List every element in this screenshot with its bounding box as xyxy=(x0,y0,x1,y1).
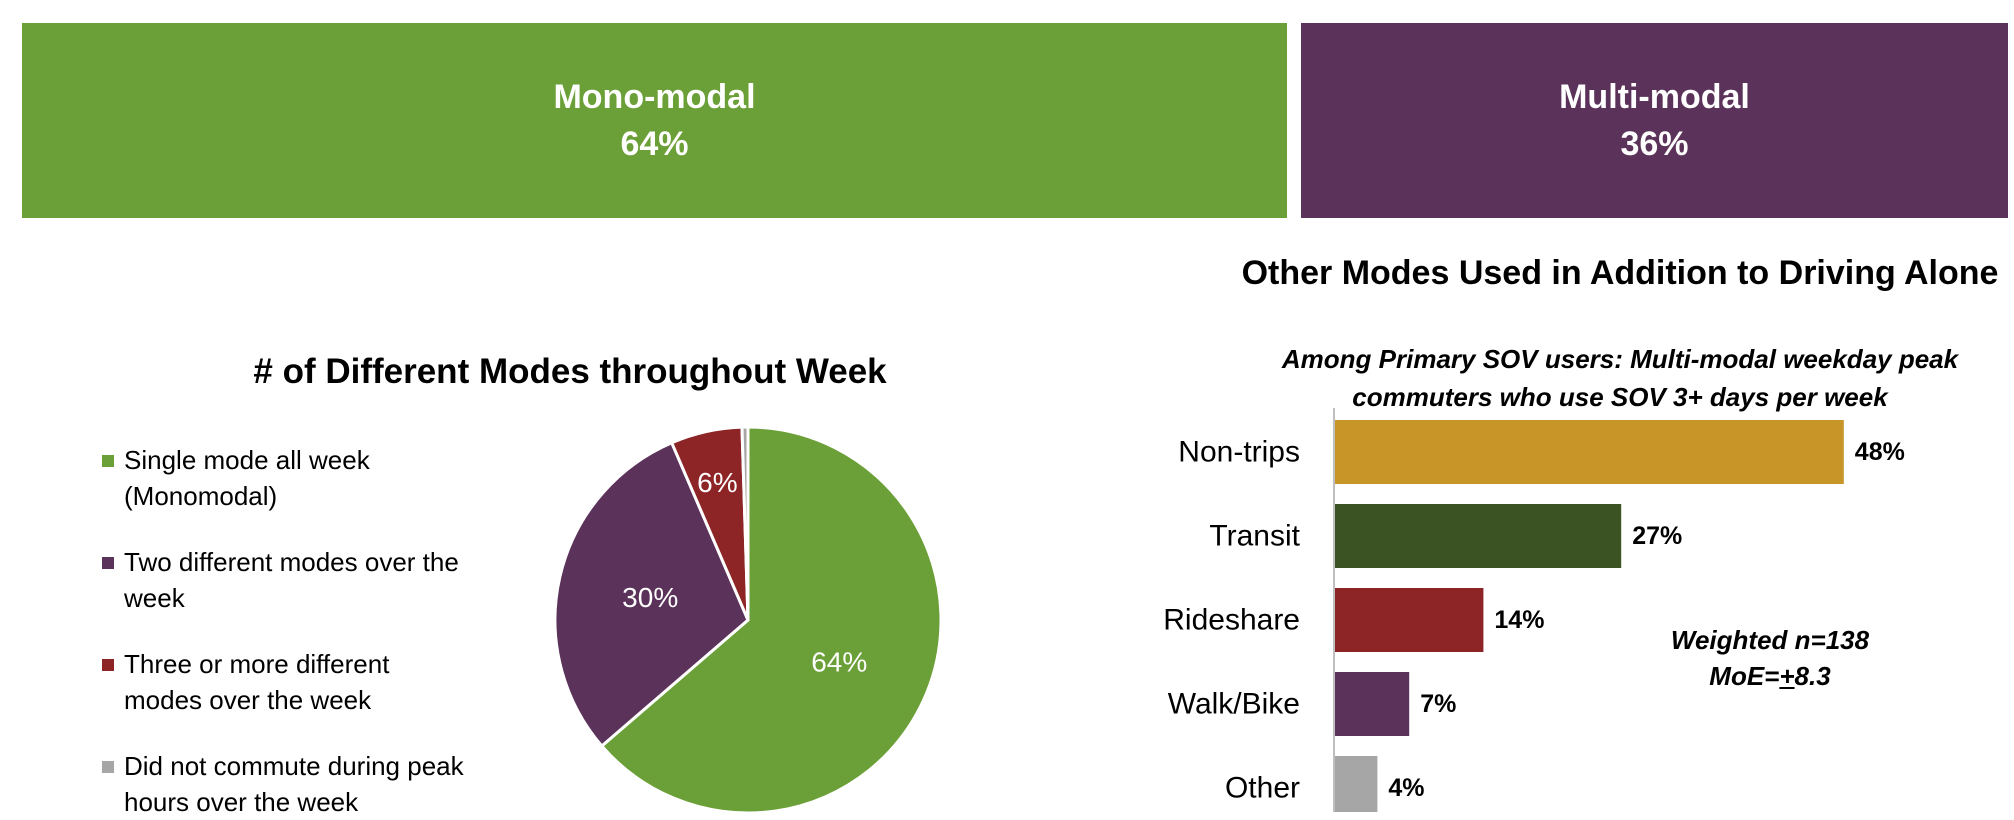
bar-value-label-0: 48% xyxy=(1855,438,1905,466)
pie-slice-1 xyxy=(553,440,750,749)
sample-size-text: Weighted n=138 xyxy=(1670,625,1870,655)
bar-value-label-1: 27% xyxy=(1632,522,1682,550)
legend-swatch-0 xyxy=(102,455,114,467)
margin-of-error-text: MoE=+8.3 xyxy=(1709,661,1831,691)
mono-modal-label: Mono-modal xyxy=(553,77,756,116)
legend-swatch-3 xyxy=(102,761,114,773)
pie-slice-label-1: 30% xyxy=(622,582,678,613)
bar-value-label-2: 14% xyxy=(1494,606,1544,634)
bar-category-label-0: Non-trips xyxy=(1178,436,1300,469)
bar-category-label-3: Walk/Bike xyxy=(1168,688,1300,721)
legend-label-3: Did not commute during peak hours over t… xyxy=(124,751,464,817)
pie-slice-3 xyxy=(740,425,750,621)
bar-0 xyxy=(1335,420,1844,484)
legend-swatch-2 xyxy=(102,659,114,671)
mono-modal-value: 64% xyxy=(620,124,689,163)
bar-1 xyxy=(1335,504,1622,568)
bar-chart: Non-trips 48% Transit 27% Rideshare 14% Walk/B… xyxy=(1163,408,1905,812)
mono-modal-banner: Mono-modal 64% xyxy=(22,23,1287,218)
pie-slice-label-2: 6% xyxy=(697,467,737,498)
bar-chart-title: Other Modes Used in Addition to Driving … xyxy=(1241,254,1999,292)
pie-chart: 64% 30% 6% xyxy=(553,425,943,812)
pie-chart-title: # of Different Modes throughout Week xyxy=(253,352,887,391)
bar-category-label-2: Rideshare xyxy=(1163,604,1300,637)
multi-modal-value: 36% xyxy=(1620,124,1689,163)
bar-value-label-3: 7% xyxy=(1420,690,1456,718)
legend-label-0: Single mode all week (Monomodal) xyxy=(124,445,370,511)
bar-2 xyxy=(1335,588,1484,652)
bar-3 xyxy=(1335,672,1410,736)
bar-value-label-4: 4% xyxy=(1388,774,1424,802)
legend-label-2: Three or more different modes over the w… xyxy=(124,649,390,715)
bar-category-label-1: Transit xyxy=(1209,520,1300,553)
bar-4 xyxy=(1335,756,1378,812)
legend-label-1: Two different modes over the week xyxy=(124,547,459,613)
pie-slice-0 xyxy=(599,425,943,812)
multi-modal-banner: Multi-modal 36% xyxy=(1301,23,2008,218)
bar-category-label-4: Other xyxy=(1225,772,1300,805)
bar-chart-subtitle: Among Primary SOV users: Multi-modal wee… xyxy=(1281,344,1959,412)
sample-note: Weighted n=138 MoE=+8.3 xyxy=(1580,622,1960,694)
pie-slice-label-0: 64% xyxy=(811,646,867,677)
multi-modal-label: Multi-modal xyxy=(1559,77,1750,116)
legend-swatch-1 xyxy=(102,557,114,569)
